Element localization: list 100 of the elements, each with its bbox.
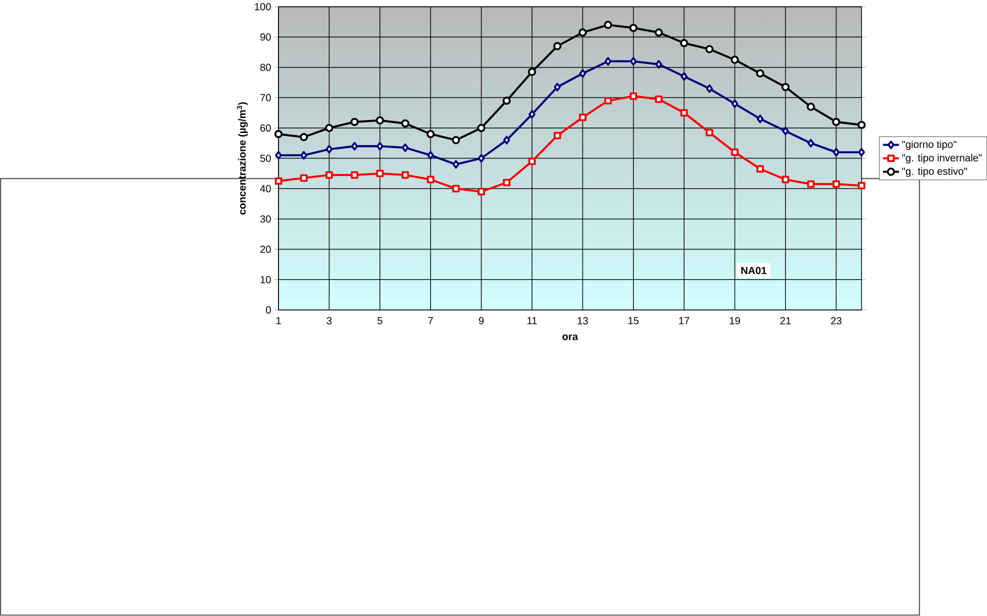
point — [858, 148, 865, 157]
point — [756, 165, 764, 173]
point — [326, 145, 333, 154]
point — [579, 69, 586, 78]
point — [832, 118, 840, 126]
point — [756, 69, 764, 78]
point — [300, 174, 308, 182]
y-tick-label: 60 — [260, 124, 271, 132]
point — [300, 151, 308, 160]
y-tick-label: 20 — [260, 246, 271, 254]
y-tick-label: 80 — [260, 64, 271, 72]
y-tick-label: 50 — [260, 154, 271, 162]
point — [731, 148, 739, 156]
point — [274, 130, 283, 138]
y-tick-label: 70 — [260, 94, 271, 102]
point — [680, 109, 688, 117]
point — [630, 57, 637, 66]
point — [376, 142, 384, 151]
point — [680, 72, 688, 81]
point — [832, 180, 840, 188]
point — [478, 154, 485, 163]
point — [680, 39, 688, 48]
point — [426, 176, 434, 184]
point — [655, 96, 662, 104]
point — [857, 120, 866, 130]
point — [350, 118, 359, 126]
y-tick-label: 0 — [266, 306, 271, 314]
y-axis-title: concentrazione (µg/m$^{3}$) — [236, 102, 248, 215]
x-tick-label: 7 — [428, 317, 433, 324]
point — [630, 92, 638, 100]
x-tick-label: 21 — [780, 317, 791, 324]
point — [528, 110, 536, 119]
point — [730, 56, 739, 64]
point — [554, 82, 561, 92]
annotation: NA01 — [741, 267, 766, 274]
point — [351, 142, 358, 151]
point — [654, 28, 663, 37]
point — [477, 124, 486, 132]
point — [376, 170, 384, 178]
point — [300, 133, 308, 142]
point — [807, 138, 814, 148]
point — [478, 188, 486, 196]
x-tick-label: 5 — [377, 317, 382, 324]
point — [731, 100, 738, 108]
point — [807, 180, 815, 188]
point — [426, 130, 435, 138]
legend-label: "giorno tipo" — [902, 140, 956, 150]
point — [427, 151, 434, 160]
point — [325, 171, 333, 179]
point — [553, 42, 562, 50]
point — [503, 136, 510, 145]
point — [452, 160, 460, 169]
legend-label: "g. tipo invernale" — [902, 154, 982, 164]
point — [401, 119, 410, 128]
x-axis-title: ora — [562, 334, 578, 340]
point — [629, 24, 638, 32]
y-tick-label: 40 — [260, 185, 271, 192]
x-tick-label: 13 — [578, 317, 588, 325]
point — [806, 102, 815, 111]
point — [782, 126, 789, 136]
point — [350, 171, 358, 179]
point — [705, 45, 714, 54]
x-tick-label: 23 — [831, 317, 842, 325]
point — [528, 68, 536, 76]
point — [578, 114, 586, 122]
y-tick-label: 30 — [260, 215, 271, 223]
x-tick-label: 15 — [628, 317, 639, 324]
x-tick-label: 11 — [527, 317, 537, 324]
point — [756, 114, 764, 124]
point — [604, 97, 612, 105]
point — [376, 116, 384, 125]
point — [655, 60, 662, 69]
y-tick-label: 100 — [254, 3, 271, 10]
point — [274, 177, 282, 185]
point — [782, 176, 790, 184]
point — [604, 20, 612, 30]
point — [502, 178, 510, 186]
y-tick-label: 10 — [260, 276, 271, 284]
point — [706, 128, 714, 136]
point — [706, 84, 713, 93]
point — [554, 132, 562, 140]
point — [578, 28, 587, 37]
point — [275, 151, 282, 160]
x-tick-label: 17 — [679, 317, 690, 324]
x-tick-label: 19 — [730, 317, 740, 325]
point — [858, 182, 866, 190]
point — [452, 136, 460, 144]
point — [832, 148, 840, 157]
point — [528, 158, 536, 166]
point — [502, 96, 511, 105]
point — [604, 57, 612, 66]
y-tick-label: 90 — [260, 34, 271, 41]
x-tick-label: 3 — [326, 317, 332, 325]
point — [402, 171, 409, 179]
point — [402, 144, 409, 152]
legend-label: "g. tipo estivo" — [902, 167, 967, 178]
x-tick-label: 9 — [478, 317, 484, 325]
point — [325, 124, 334, 132]
x-tick-label: 1 — [276, 317, 281, 324]
point — [781, 83, 790, 92]
